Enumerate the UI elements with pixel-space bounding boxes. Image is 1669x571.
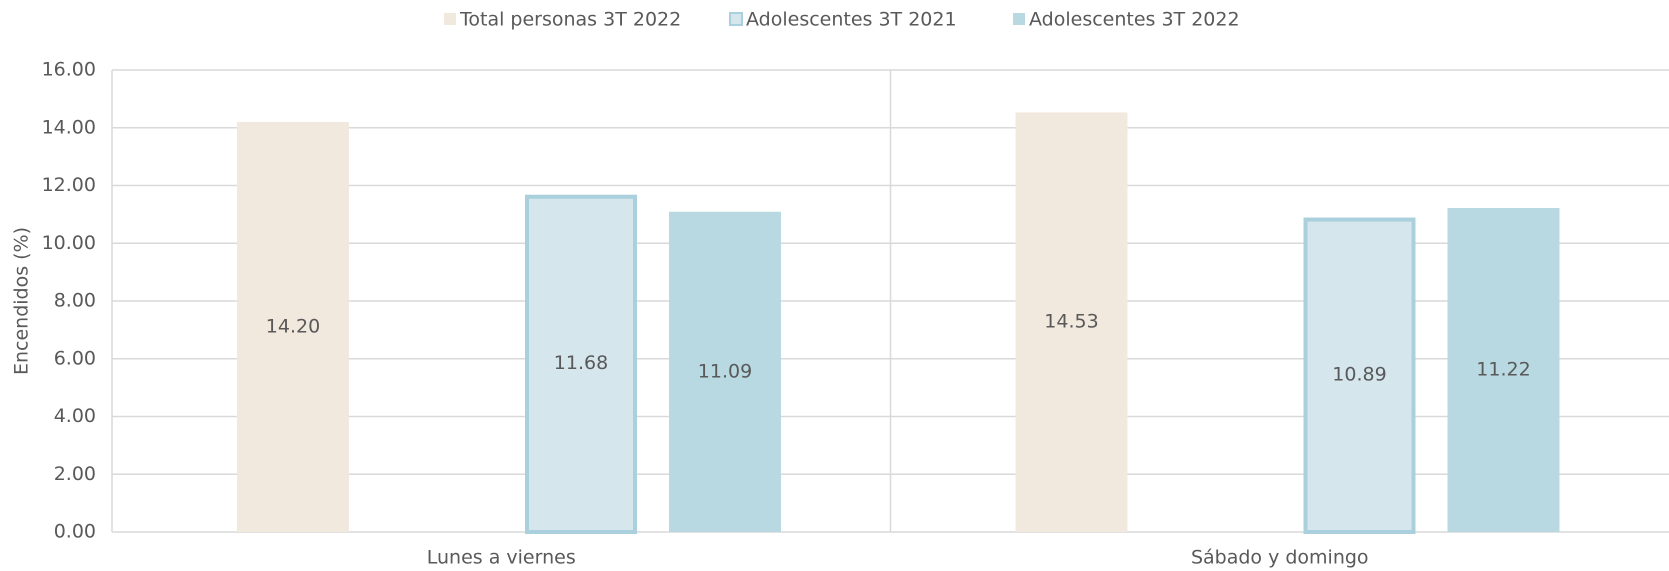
data-label: 11.09 <box>698 360 752 382</box>
bar <box>237 121 349 532</box>
bar <box>1303 217 1416 535</box>
legend-swatch <box>444 13 456 25</box>
y-tick-label: 0.00 <box>54 521 96 543</box>
y-tick-label: 16.00 <box>42 59 96 81</box>
x-tick-label: Sábado y domingo <box>1191 547 1369 569</box>
bar <box>525 194 637 535</box>
bar <box>1015 112 1128 532</box>
legend-swatch <box>1013 13 1025 25</box>
y-tick-label: 6.00 <box>54 347 96 369</box>
y-axis-label: Encendidos (%) <box>11 227 33 375</box>
legend-label: Adolescentes 3T 2021 <box>746 9 957 31</box>
y-tick-label: 14.00 <box>42 116 96 138</box>
y-tick-label: 10.00 <box>42 232 96 254</box>
data-label: 11.22 <box>1476 359 1530 381</box>
x-tick-label: Lunes a viernes <box>427 547 576 569</box>
data-label: 14.20 <box>266 315 320 337</box>
data-label: 11.68 <box>554 352 608 374</box>
legend-label: Total personas 3T 2022 <box>459 9 681 31</box>
legend-label: Adolescentes 3T 2022 <box>1029 9 1240 31</box>
bar <box>669 211 781 532</box>
data-label: 10.89 <box>1332 363 1386 385</box>
y-tick-label: 4.00 <box>54 405 96 427</box>
y-tick-label: 8.00 <box>54 290 96 312</box>
y-tick-label: 2.00 <box>54 463 96 485</box>
y-tick-label: 12.00 <box>42 174 96 196</box>
legend-swatch <box>729 12 743 26</box>
bar <box>1447 208 1560 532</box>
data-label: 14.53 <box>1044 311 1098 333</box>
